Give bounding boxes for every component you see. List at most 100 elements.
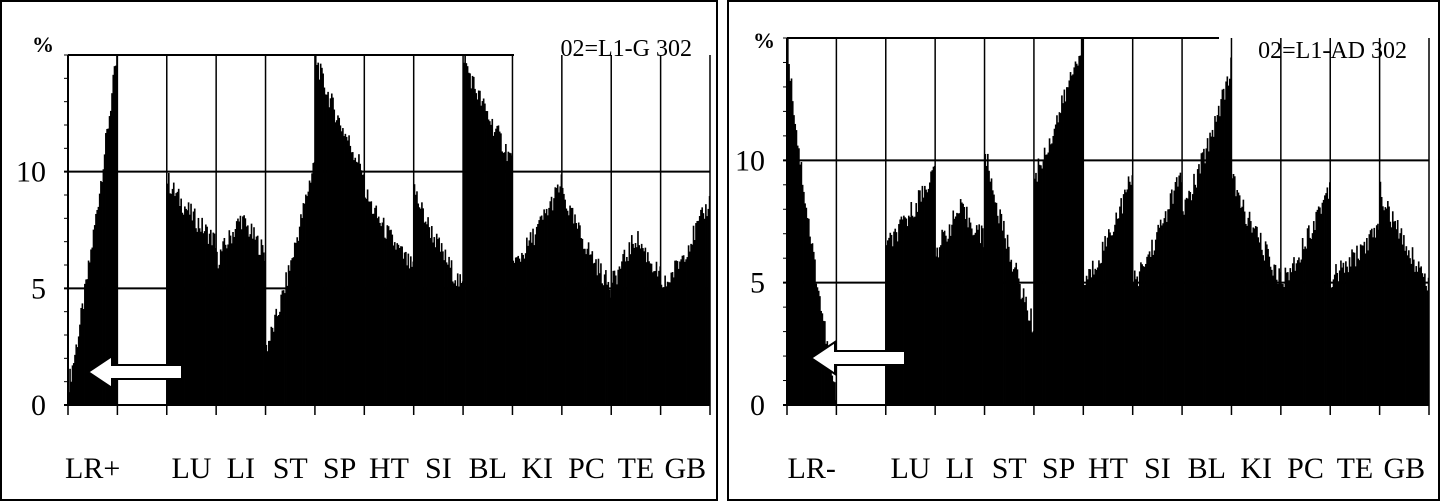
bar	[1377, 223, 1379, 405]
bar	[486, 111, 489, 405]
bar	[1074, 61, 1077, 406]
bar	[1370, 228, 1373, 405]
bar	[1138, 271, 1141, 405]
bar	[674, 260, 676, 405]
bar	[324, 94, 327, 405]
bar	[76, 347, 79, 405]
bar	[209, 229, 212, 405]
bar	[400, 246, 402, 405]
segment-bars-KI	[1231, 174, 1282, 405]
bar	[524, 253, 527, 405]
bar	[798, 148, 800, 405]
bar	[422, 208, 424, 405]
bar	[287, 265, 290, 405]
bar	[1140, 262, 1142, 405]
bar	[98, 193, 101, 405]
segment-bars-ST	[984, 153, 1035, 405]
bar	[982, 228, 984, 405]
bar	[967, 227, 969, 405]
bar	[1005, 248, 1008, 405]
bar	[485, 111, 487, 406]
bar	[1166, 221, 1168, 405]
bar	[932, 166, 935, 405]
bar	[906, 226, 909, 405]
bar	[1011, 271, 1014, 405]
bar	[616, 284, 618, 405]
bar	[471, 75, 474, 406]
bar	[632, 243, 634, 405]
bar	[72, 363, 75, 405]
bar	[1040, 165, 1042, 405]
bar	[442, 251, 444, 405]
bar	[893, 231, 895, 405]
bar	[653, 271, 655, 405]
bar	[1003, 220, 1005, 405]
bar	[70, 381, 73, 405]
bar	[280, 294, 282, 405]
bar	[930, 171, 932, 405]
bar	[279, 311, 281, 405]
bar	[508, 152, 511, 405]
chart-title: 02=L1-AD 302	[1258, 38, 1407, 64]
bar	[285, 272, 287, 405]
bar	[587, 242, 590, 405]
bar	[427, 217, 429, 405]
bar	[517, 255, 520, 405]
bar	[1248, 211, 1251, 405]
bar	[305, 194, 307, 405]
bar	[1337, 281, 1340, 405]
bar	[106, 128, 108, 405]
bar	[1175, 177, 1178, 405]
bar	[1116, 218, 1119, 405]
bar	[914, 216, 916, 405]
bar	[921, 185, 924, 405]
bar	[550, 196, 553, 405]
bar	[376, 218, 379, 405]
bar	[1169, 193, 1172, 405]
bar	[322, 73, 324, 405]
bar	[693, 240, 696, 405]
bar	[801, 184, 804, 405]
bar	[1031, 332, 1034, 405]
bar	[1298, 257, 1300, 405]
bar	[1322, 199, 1325, 405]
bar	[1179, 172, 1182, 405]
bar	[366, 189, 369, 405]
bar	[1109, 232, 1111, 405]
bar	[1331, 287, 1334, 405]
bar	[984, 153, 987, 405]
bar	[255, 236, 258, 405]
bar	[1072, 74, 1074, 405]
meridian-label-li: LI	[227, 452, 255, 485]
bar	[1342, 262, 1345, 405]
bar	[479, 90, 481, 405]
bar	[1309, 237, 1311, 405]
meridian-label-si: SI	[425, 452, 452, 485]
bar	[397, 244, 400, 405]
bar	[174, 196, 176, 405]
bar	[249, 234, 252, 405]
bar	[1303, 249, 1305, 405]
bar	[1061, 95, 1063, 406]
bar	[543, 209, 545, 405]
bar	[593, 262, 596, 405]
bar	[895, 232, 898, 405]
bar	[1379, 181, 1382, 405]
bar	[568, 215, 570, 405]
bar	[702, 213, 705, 405]
bar	[922, 197, 925, 405]
bar	[1159, 219, 1162, 405]
bar	[805, 207, 808, 405]
bar	[545, 208, 548, 405]
bar	[200, 231, 202, 405]
bar	[1063, 89, 1066, 406]
bar	[978, 224, 980, 405]
bar	[890, 234, 893, 405]
bar	[213, 233, 216, 405]
bar	[1404, 250, 1406, 405]
bar	[1164, 211, 1167, 405]
bar	[1217, 105, 1220, 405]
chart-panel-left: 0 5 10% 02=L1-G 302 LR+ LU LI ST SP HT SI BL KI PC TE G…	[0, 0, 718, 501]
bar	[1274, 264, 1277, 405]
bar	[973, 234, 976, 405]
